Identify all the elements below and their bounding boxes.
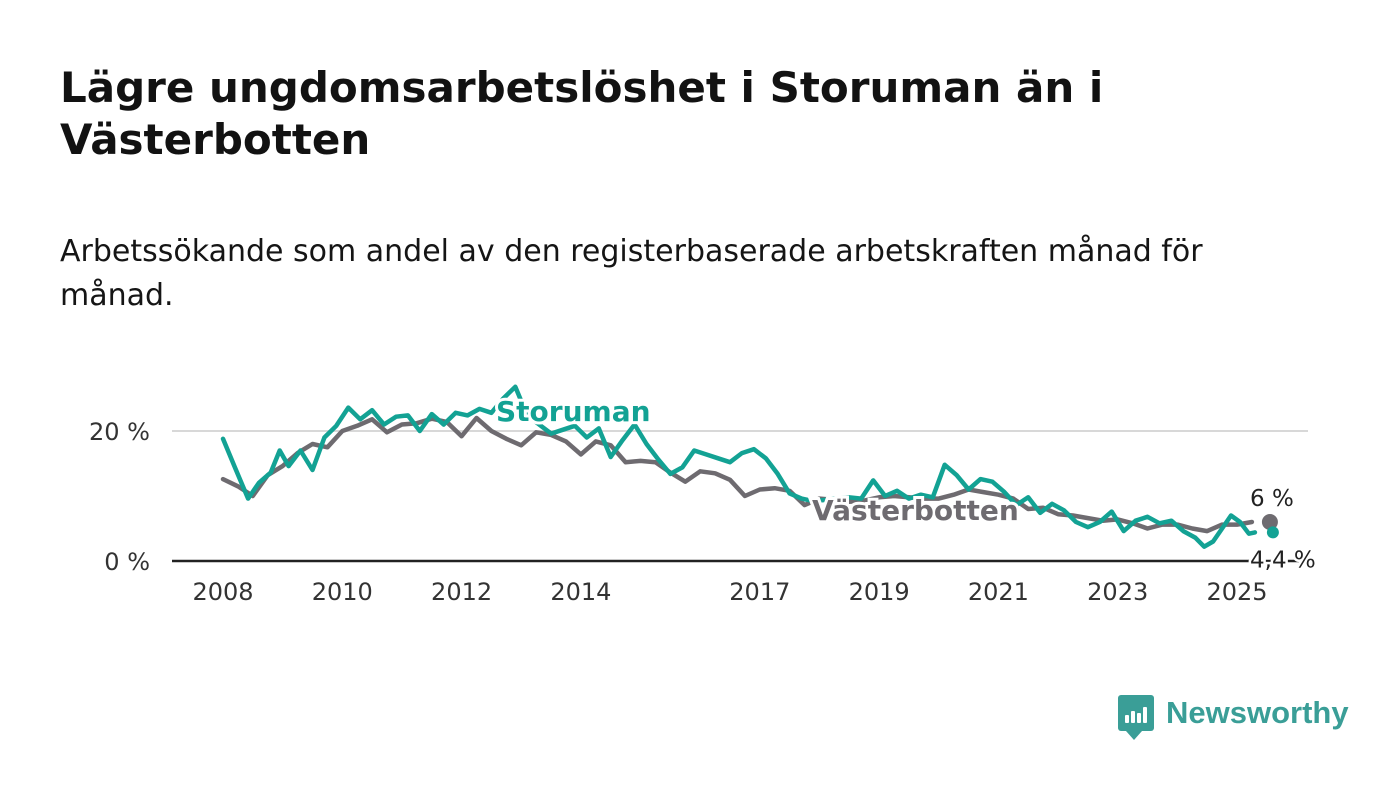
series-label-vasterbotten: Västerbotten (812, 494, 1019, 527)
newsworthy-logo: Newsworthy (1118, 690, 1349, 740)
end-label-vasterbotten: 6 % (1250, 486, 1294, 512)
x-tick-label: 2025 (1206, 578, 1267, 606)
series-line-västerbotten (220, 415, 1255, 534)
series-line-storuman (220, 384, 1258, 549)
x-tick-label: 2021 (968, 578, 1029, 606)
x-tick-label: 2010 (312, 578, 373, 606)
gridlines: 0 % 20 % 2008 2010 2012 2014 2017 2019 2021 2023 2… (89, 418, 1308, 606)
y-tick-label: 20 % (89, 418, 150, 446)
bar-chart-icon (1118, 695, 1154, 740)
x-tick-label: 2017 (729, 578, 790, 606)
x-tick-label: 2008 (192, 578, 253, 606)
brand-name: Newsworthy (1166, 695, 1349, 730)
chart-title: Lägre ungdomsarbetslöshet i Storuman än … (60, 63, 1104, 164)
series-lines (220, 384, 1258, 549)
x-tick-label: 2012 (431, 578, 492, 606)
end-marker-storuman (1266, 526, 1279, 539)
end-marker-vasterbotten (1261, 514, 1278, 530)
end-label-storuman: 4,4 % (1250, 547, 1316, 573)
series-label-storuman: Storuman (496, 395, 651, 428)
x-tick-label: 2019 (849, 578, 910, 606)
x-tick-label: 2023 (1087, 578, 1148, 606)
y-tick-label: 0 % (104, 548, 150, 576)
labels: 6 % 4,4 % Storuman Västerbotten (493, 392, 1318, 576)
x-tick-label: 2014 (550, 578, 611, 606)
line-chart: 0 % 20 % 2008 2010 2012 2014 2017 2019 2021 2023 2… (89, 384, 1318, 606)
chart-subtitle: Arbetssökande som andel av den registerb… (60, 234, 1203, 313)
